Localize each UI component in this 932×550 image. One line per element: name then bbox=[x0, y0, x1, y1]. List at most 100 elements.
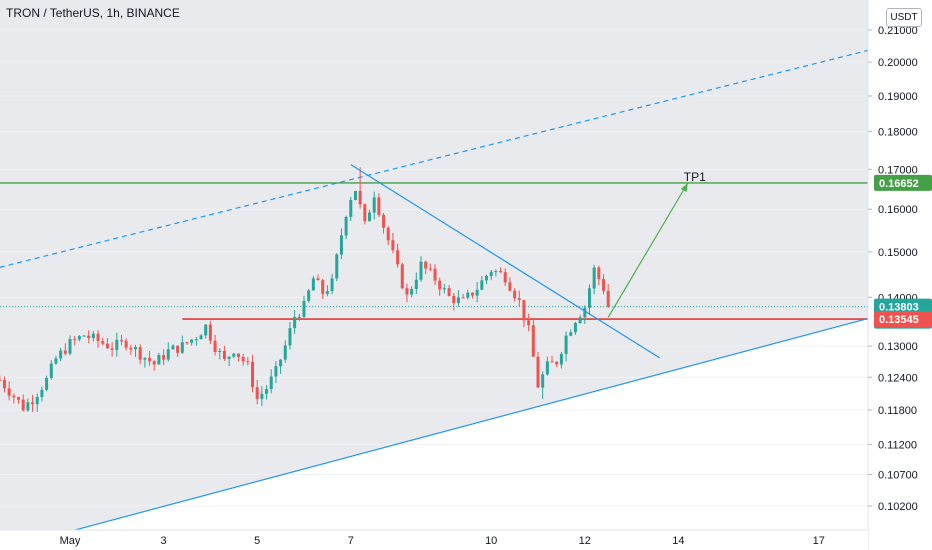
candle-body bbox=[208, 324, 212, 341]
candle-body bbox=[157, 355, 161, 365]
candle-body bbox=[527, 320, 531, 326]
candle-body bbox=[499, 271, 503, 273]
candle-body bbox=[461, 297, 465, 299]
candle-body bbox=[194, 339, 198, 341]
date-tick-label: 10 bbox=[485, 535, 497, 547]
candle-body bbox=[368, 212, 372, 222]
candle-body bbox=[517, 298, 521, 300]
candle-body bbox=[606, 290, 610, 307]
candle-body bbox=[176, 345, 180, 353]
price-tag bbox=[874, 311, 932, 328]
candle-body bbox=[405, 288, 409, 295]
price-tick-label: 0.16000 bbox=[878, 204, 918, 216]
candle-body bbox=[166, 349, 170, 360]
candle-body bbox=[204, 324, 208, 336]
candle-body bbox=[452, 295, 456, 304]
candle-body bbox=[442, 288, 446, 290]
candle-body bbox=[344, 216, 348, 236]
candle-body bbox=[503, 272, 507, 283]
candle-body bbox=[541, 374, 545, 388]
candle-body bbox=[251, 361, 255, 388]
lower-channel-line[interactable] bbox=[27, 314, 880, 544]
date-tick-label: 7 bbox=[348, 535, 354, 547]
candle-body bbox=[438, 280, 442, 290]
candle-body bbox=[2, 380, 6, 389]
price-tick-label: 0.11200 bbox=[878, 439, 917, 451]
candle-body bbox=[12, 395, 16, 398]
candle-body bbox=[428, 268, 432, 270]
candle-body bbox=[124, 340, 128, 348]
candle-body bbox=[288, 328, 292, 346]
price-axis[interactable] bbox=[868, 0, 932, 550]
falling-trendline[interactable] bbox=[350, 164, 660, 359]
candle-body bbox=[77, 336, 81, 340]
candle-body bbox=[143, 357, 147, 360]
candle-body bbox=[73, 339, 77, 341]
candle-body bbox=[274, 366, 278, 377]
candle-body bbox=[555, 361, 559, 365]
candle-body bbox=[82, 335, 86, 337]
price-tick-label: 0.21000 bbox=[878, 25, 918, 37]
candle-body bbox=[470, 292, 474, 296]
candle-body bbox=[152, 361, 156, 365]
candle-body bbox=[26, 402, 30, 411]
date-tick-label: 3 bbox=[161, 535, 167, 547]
candle-body bbox=[433, 268, 437, 281]
candle-body bbox=[522, 299, 526, 321]
date-tick-label: 17 bbox=[813, 535, 825, 547]
price-tick-label: 0.13000 bbox=[878, 341, 918, 353]
candle-body bbox=[232, 353, 236, 357]
time-axis[interactable] bbox=[0, 530, 868, 550]
candle-body bbox=[21, 399, 25, 411]
candle-body bbox=[255, 387, 259, 399]
tp1-label: TP1 bbox=[684, 170, 706, 184]
candle-body bbox=[382, 214, 386, 228]
candle-body bbox=[597, 267, 601, 280]
candle-body bbox=[7, 388, 11, 396]
candle-body bbox=[569, 332, 573, 336]
candle-body bbox=[129, 347, 133, 350]
candle-body bbox=[466, 292, 470, 298]
candle-body bbox=[45, 377, 49, 390]
candle-body bbox=[330, 278, 334, 292]
candle-body bbox=[54, 358, 58, 364]
price-tag bbox=[874, 174, 932, 191]
candle-body bbox=[40, 389, 44, 398]
candle-body bbox=[101, 341, 105, 344]
date-tick-label: May bbox=[60, 535, 81, 547]
candle-body bbox=[87, 335, 91, 339]
candle-body bbox=[138, 347, 142, 360]
candle-body bbox=[246, 361, 250, 363]
candle-body bbox=[311, 278, 315, 291]
candle-body bbox=[559, 353, 563, 365]
price-tick-label: 0.15000 bbox=[878, 247, 918, 259]
candle-body bbox=[377, 197, 381, 215]
candle-body bbox=[302, 300, 306, 317]
candle-body bbox=[105, 343, 109, 349]
candle-body bbox=[349, 199, 353, 217]
candle-body bbox=[531, 325, 535, 357]
tp-projection-line[interactable] bbox=[607, 182, 689, 318]
candle-body bbox=[119, 339, 123, 341]
price-tick-label: 0.20000 bbox=[878, 57, 918, 69]
candle-body bbox=[68, 339, 72, 354]
upper-channel-line[interactable] bbox=[0, 46, 880, 268]
candle-body bbox=[199, 335, 203, 340]
price-tag-label: 0.13545 bbox=[879, 314, 919, 326]
candle-body bbox=[494, 271, 498, 273]
price-tick-label: 0.17000 bbox=[878, 164, 918, 176]
price-tick-label: 0.19000 bbox=[878, 91, 918, 103]
candle-body bbox=[63, 350, 67, 354]
price-tick-label: 0.11800 bbox=[878, 405, 917, 417]
candle-body bbox=[269, 376, 273, 389]
candle-body bbox=[190, 339, 194, 343]
candle-body bbox=[227, 356, 231, 359]
candle-body bbox=[414, 279, 418, 290]
candle-body bbox=[396, 250, 400, 265]
candle-body bbox=[335, 254, 339, 279]
price-tag-label: 0.16652 bbox=[879, 178, 919, 190]
currency-button[interactable]: USDT bbox=[886, 8, 922, 27]
date-tick-label: 12 bbox=[579, 535, 591, 547]
